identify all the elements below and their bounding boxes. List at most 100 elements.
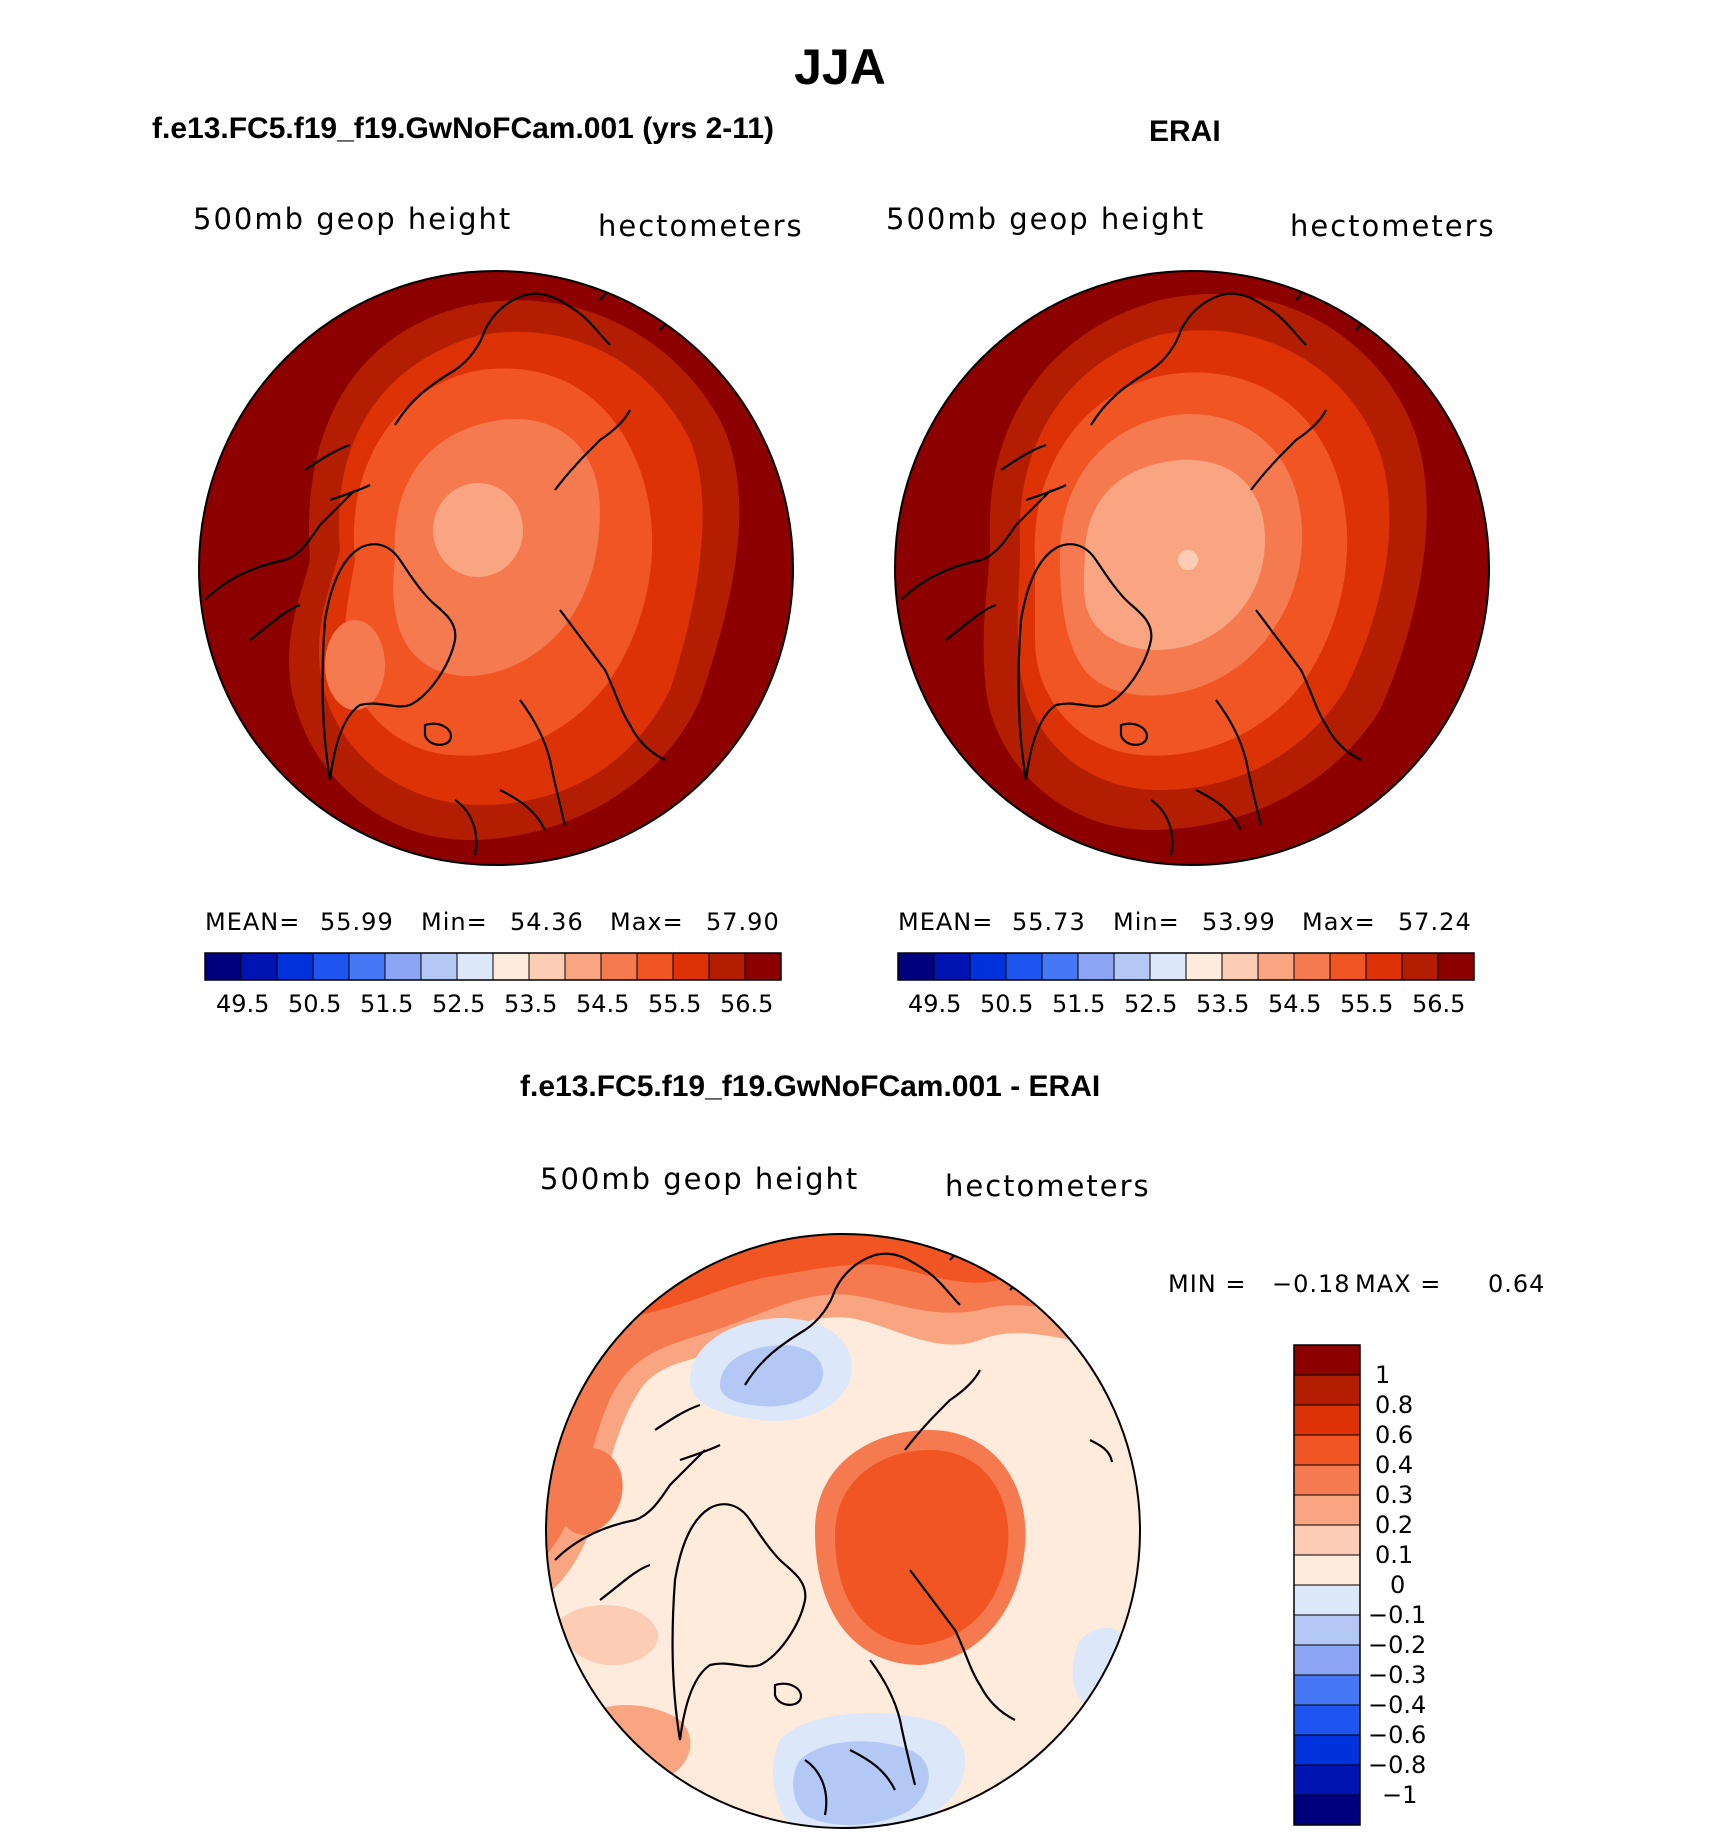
panel1-colorbar-cell [240, 952, 278, 981]
panel2-colorbar-cell [1041, 952, 1079, 981]
panel2-min-label: Min= [1113, 908, 1180, 936]
panel3-colorbar-tick: −0.3 [1368, 1661, 1427, 1689]
panel1-colorbar-cell [708, 952, 746, 981]
panel3-colorbar-cell [1293, 1674, 1361, 1706]
panel2-colorbar-cell [1185, 952, 1223, 981]
panel3-colorbar-tick: 0.2 [1375, 1511, 1414, 1539]
panel3-colorbar-tick: −0.4 [1368, 1691, 1427, 1719]
panel2-colorbar-cell [933, 952, 971, 981]
panel3-colorbar-cell [1293, 1584, 1361, 1616]
panel2-colorbar-cell [1437, 952, 1475, 981]
panel1-colorbar-tick: 54.5 [576, 990, 630, 1018]
panel3-colorbar-tick: 1 [1375, 1361, 1391, 1389]
panel1-colorbar-tick: 50.5 [288, 990, 342, 1018]
panel1-colorbar-cell [600, 952, 638, 981]
panel2-colorbar-tick: 54.5 [1268, 990, 1322, 1018]
panel2-map [895, 271, 1489, 865]
panel1-mean-value: 55.99 [320, 908, 394, 936]
panel1-colorbar-tick: 52.5 [432, 990, 486, 1018]
panel3-units-label: hectometers [945, 1169, 1151, 1203]
panel1-colorbar-tick: 55.5 [648, 990, 702, 1018]
panel2-colorbar-cell [1005, 952, 1043, 981]
contour-band-0.1 [560, 1605, 659, 1666]
panel1-colorbar-tick: 53.5 [504, 990, 558, 1018]
panel2-max-label: Max= [1302, 908, 1376, 936]
panel2-colorbar-cell [1077, 952, 1115, 981]
panel3-map [546, 1234, 1140, 1828]
panel3-min-value: −0.18 [1272, 1270, 1351, 1298]
panel3-max-label: MAX = [1355, 1270, 1442, 1298]
panel1-colorbar-cell [204, 952, 242, 981]
panel2-colorbar-cell [1329, 952, 1367, 981]
panel1-min-value: 54.36 [510, 908, 584, 936]
panel3-colorbar-tick: 0.4 [1375, 1451, 1414, 1479]
panel2-colorbar-tick: 51.5 [1052, 990, 1106, 1018]
panel1-max-value: 57.90 [706, 908, 780, 936]
panel3-variable-label: 500mb geop height [540, 1162, 860, 1196]
panel2-max-value: 57.24 [1398, 908, 1472, 936]
panel1-colorbar [204, 952, 782, 981]
panel1-colorbar-tick: 56.5 [720, 990, 774, 1018]
panel3-colorbar-tick: 0.8 [1375, 1391, 1414, 1419]
panel2-colorbar-border [897, 952, 1475, 981]
panel3-colorbar [1293, 1344, 1361, 1826]
panel2-colorbar-cell [1365, 952, 1403, 981]
panel1-map-border [198, 270, 794, 866]
panel3-colorbar-cell [1293, 1434, 1361, 1466]
panel1-colorbar-cell [312, 952, 350, 981]
panel3-colorbar-tick: −0.2 [1368, 1631, 1427, 1659]
contour-band-54.0 [433, 483, 523, 577]
panel1-colorbar-cell [276, 952, 314, 981]
panel3-colorbar-cell [1293, 1554, 1361, 1586]
panel3-colorbar-cell [1293, 1704, 1361, 1736]
panel2-colorbar-tick: 52.5 [1124, 990, 1178, 1018]
panel1-units-label: hectometers [598, 209, 804, 243]
panel2-mean-label: MEAN= [898, 908, 994, 936]
panel1-min-label: Min= [421, 908, 488, 936]
panel3-colorbar-cell [1293, 1764, 1361, 1796]
panel3-colorbar-tick: 0 [1390, 1571, 1406, 1599]
contour-band-0.4 [835, 1450, 1009, 1645]
panel2-colorbar-cell [897, 952, 935, 981]
panel2-colorbar-cell [1293, 952, 1331, 981]
panel3-colorbar-tick: 0.3 [1375, 1481, 1414, 1509]
panel3-colorbar-cell [1293, 1344, 1361, 1376]
panel3-colorbar-tick: −0.6 [1368, 1721, 1427, 1749]
panel1-colorbar-cell [744, 952, 782, 981]
panel3-colorbar-tick: −0.1 [1368, 1601, 1427, 1629]
panel2-colorbar-tick: 55.5 [1340, 990, 1394, 1018]
panel2-min-value: 53.99 [1202, 908, 1276, 936]
contour-band-0.4 [546, 1234, 1140, 1500]
panel2-map-border [894, 270, 1490, 866]
panel2-title: ERAI [1149, 115, 1221, 148]
panel3-map-border [545, 1233, 1141, 1829]
panel1-colorbar-cell [636, 952, 674, 981]
panel1-colorbar-border [204, 952, 782, 981]
panel3-colorbar-cell [1293, 1494, 1361, 1526]
panel1-map [199, 271, 793, 865]
panel2-colorbar-cell [1113, 952, 1151, 981]
panel2-colorbar [897, 952, 1475, 981]
panel2-colorbar-tick: 56.5 [1412, 990, 1466, 1018]
contour-band-minus-0.2 [720, 1345, 824, 1407]
panel2-mean-value: 55.73 [1012, 908, 1086, 936]
panel1-title: f.e13.FC5.f19_f19.GwNoFCam.001 (yrs 2-11… [152, 112, 774, 145]
panel3-colorbar-cell [1293, 1374, 1361, 1406]
panel3-min-label: MIN = [1168, 1270, 1247, 1298]
panel3-colorbar-border [1293, 1344, 1361, 1826]
panel1-max-label: Max= [610, 908, 684, 936]
contour-band-0.3 [546, 1234, 1140, 1560]
panel3-colorbar-cell [1293, 1404, 1361, 1436]
panel2-colorbar-cell [1401, 952, 1439, 981]
panel3-colorbar-cell [1293, 1524, 1361, 1556]
panel3-max-value: 0.64 [1488, 1270, 1546, 1298]
panel1-colorbar-cell [564, 952, 602, 981]
panel1-colorbar-cell [492, 952, 530, 981]
panel3-colorbar-cell [1293, 1464, 1361, 1496]
panel3-colorbar-cell [1293, 1794, 1361, 1826]
panel2-colorbar-cell [969, 952, 1007, 981]
figure-title: JJA [794, 39, 886, 95]
panel3-colorbar-cell [1293, 1644, 1361, 1676]
panel2-colorbar-tick: 49.5 [908, 990, 962, 1018]
